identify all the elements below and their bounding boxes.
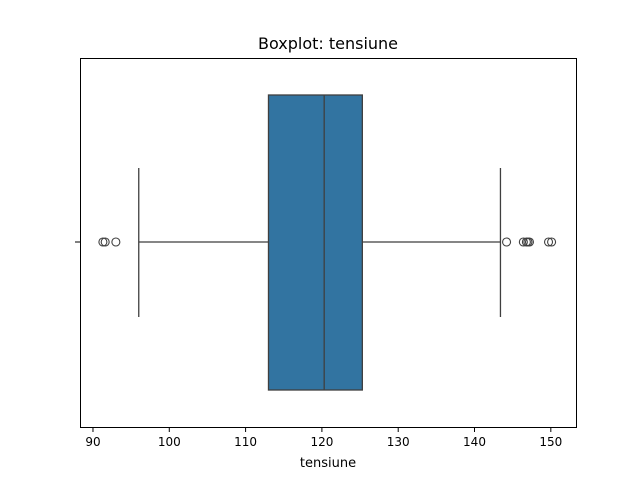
outlier-point [111, 237, 121, 247]
outlier-point [524, 237, 535, 247]
x-tick-label: 150 [539, 435, 562, 449]
x-axis-label: tensiune [300, 456, 356, 471]
x-tick-label: 140 [463, 435, 486, 449]
plot-area [98, 94, 557, 391]
x-axis: 90 100 110 120 130 140 150 [85, 427, 562, 449]
plot-frame [80, 58, 577, 428]
outlier-point [502, 237, 512, 247]
x-tick-label: 110 [234, 435, 257, 449]
x-tick-label: 130 [387, 435, 410, 449]
x-tick-label: 120 [310, 435, 333, 449]
outlier-point [98, 237, 108, 247]
outlier-point [100, 237, 110, 247]
x-tick-label: 100 [158, 435, 181, 449]
iqr-box [267, 94, 363, 391]
chart-title: Boxplot: tensiune [258, 34, 398, 53]
x-tick-label: 90 [85, 435, 100, 449]
outlier-point [518, 237, 528, 247]
outlier-point [543, 237, 554, 247]
outlier-point [547, 237, 557, 247]
